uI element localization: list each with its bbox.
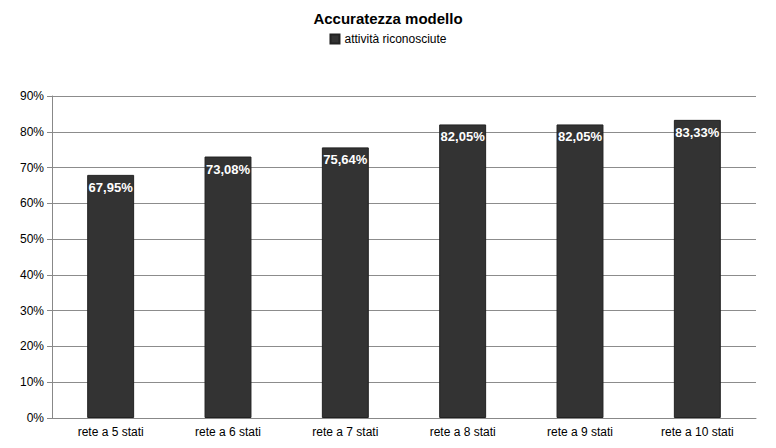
svg-text:rete a 10 stati: rete a 10 stati bbox=[661, 425, 734, 439]
svg-text:Accuratezza modello: Accuratezza modello bbox=[313, 10, 462, 27]
svg-text:50%: 50% bbox=[20, 232, 44, 246]
svg-text:rete a 5 stati: rete a 5 stati bbox=[78, 425, 144, 439]
svg-text:82,05%: 82,05% bbox=[558, 129, 603, 144]
svg-text:20%: 20% bbox=[20, 339, 44, 353]
svg-text:10%: 10% bbox=[20, 375, 44, 389]
svg-text:90%: 90% bbox=[20, 89, 44, 103]
svg-text:75,64%: 75,64% bbox=[323, 152, 368, 167]
svg-text:70%: 70% bbox=[20, 161, 44, 175]
svg-text:73,08%: 73,08% bbox=[206, 162, 251, 177]
svg-text:rete a 8 stati: rete a 8 stati bbox=[430, 425, 496, 439]
svg-text:40%: 40% bbox=[20, 268, 44, 282]
svg-text:attività riconosciute: attività riconosciute bbox=[344, 32, 446, 46]
svg-text:rete a 6 stati: rete a 6 stati bbox=[195, 425, 261, 439]
svg-text:80%: 80% bbox=[20, 125, 44, 139]
svg-text:rete a 7 stati: rete a 7 stati bbox=[312, 425, 378, 439]
svg-text:82,05%: 82,05% bbox=[441, 129, 486, 144]
svg-text:30%: 30% bbox=[20, 304, 44, 318]
svg-text:60%: 60% bbox=[20, 196, 44, 210]
svg-text:0%: 0% bbox=[27, 411, 45, 425]
svg-text:rete a 9 stati: rete a 9 stati bbox=[547, 425, 613, 439]
svg-text:67,95%: 67,95% bbox=[89, 180, 134, 195]
svg-text:83,33%: 83,33% bbox=[675, 125, 720, 140]
